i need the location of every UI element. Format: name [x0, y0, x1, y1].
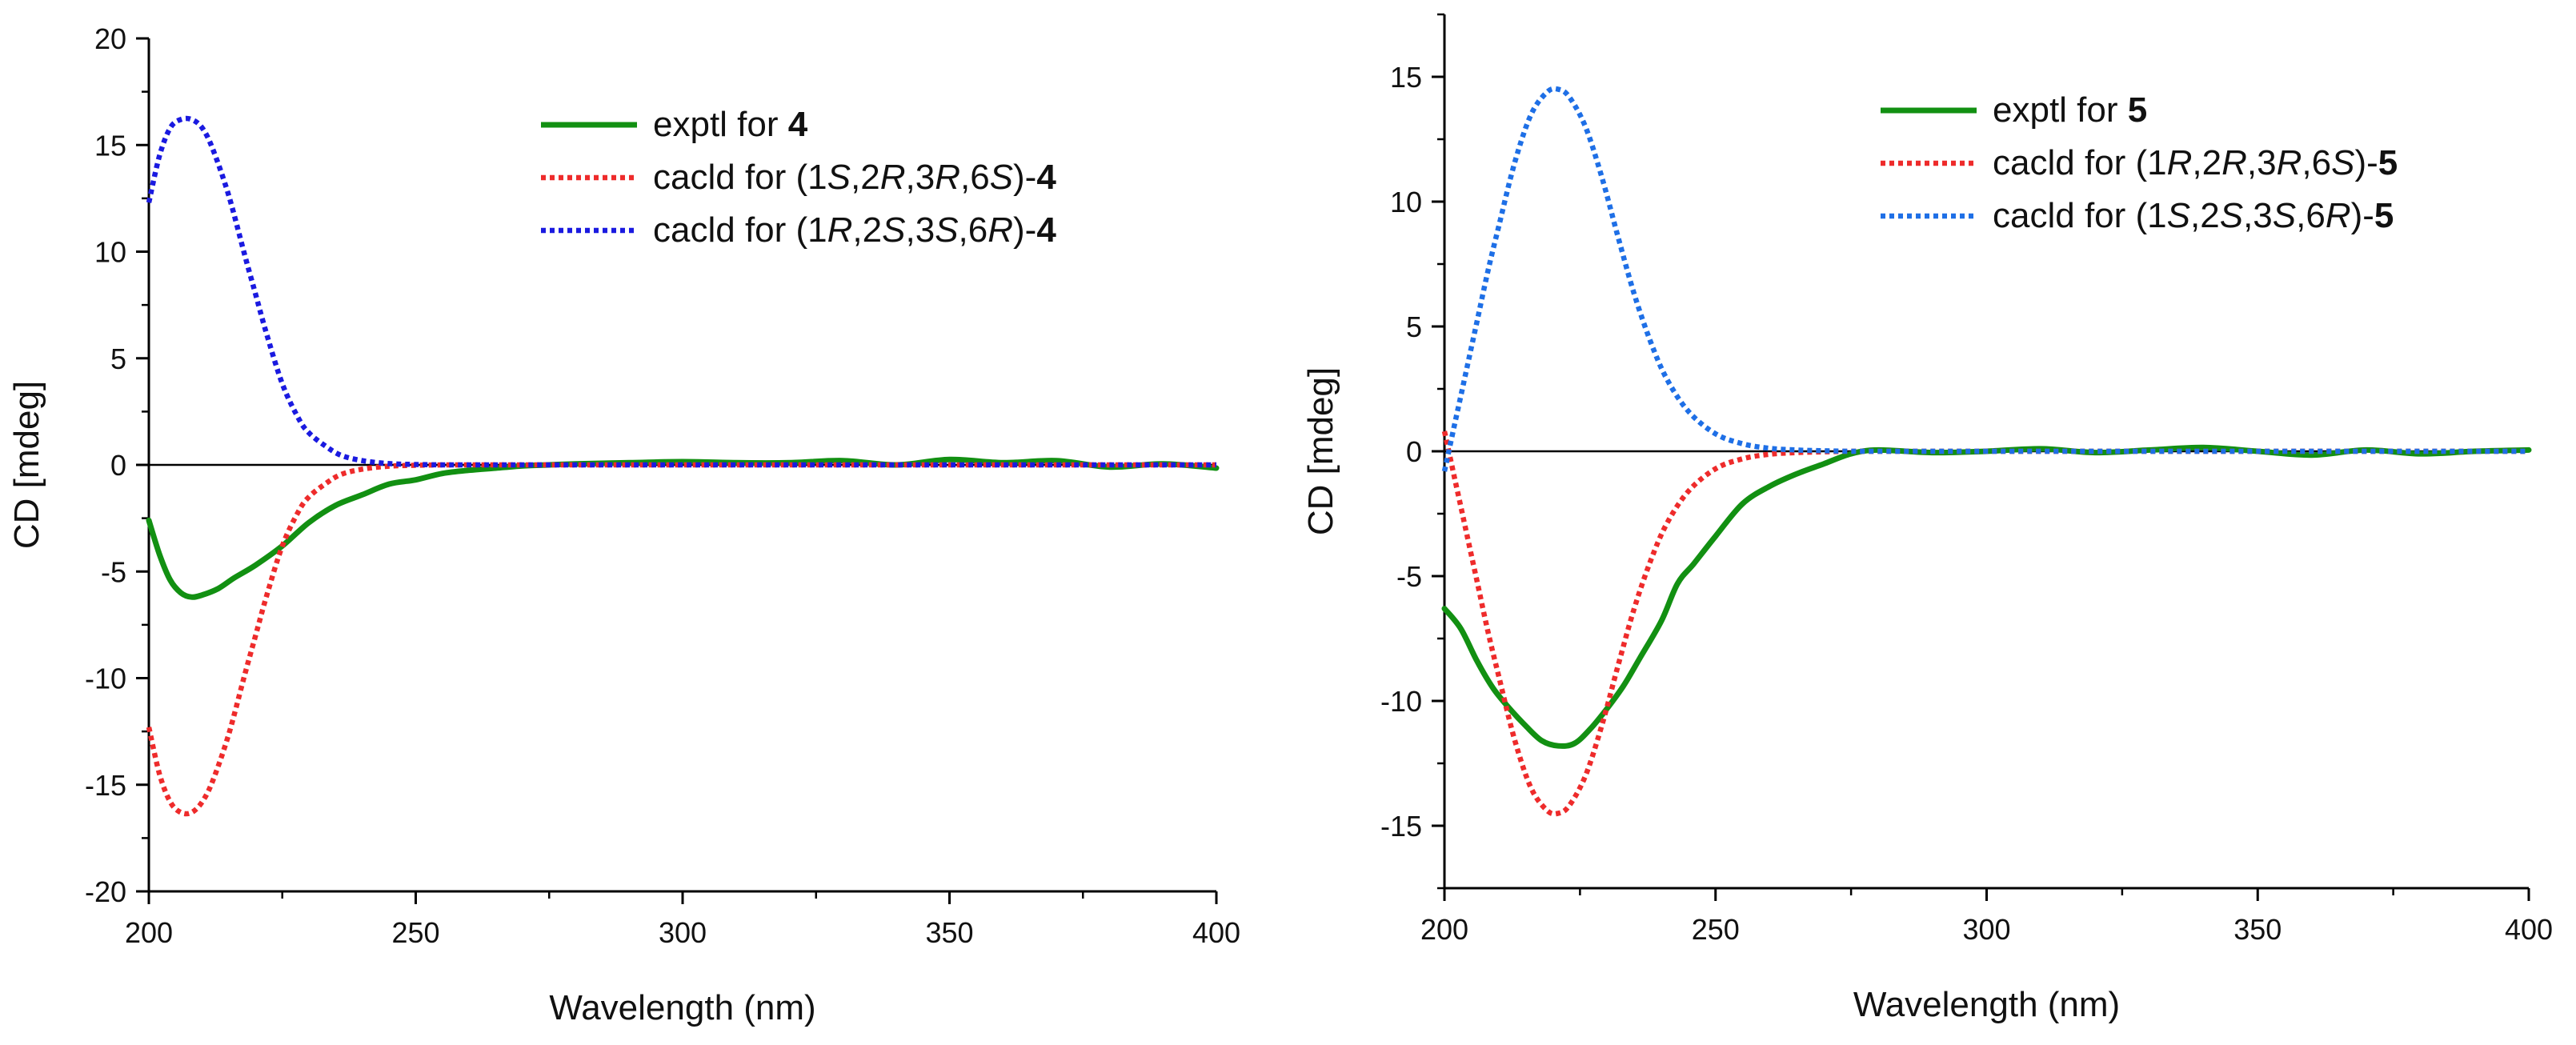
series-line-3	[146, 115, 1216, 468]
legend-label-part: S	[2167, 196, 2190, 235]
legend-label-part: ,6	[959, 210, 988, 250]
y-tick-label--10: -10	[85, 663, 126, 695]
legend-label-part: R	[988, 210, 1013, 250]
legend-label-part: 4	[1036, 210, 1056, 250]
legend-label-part: ,2	[2190, 196, 2220, 235]
y-tick-label-15: 15	[1390, 61, 1422, 94]
y-tick-label-5: 5	[110, 342, 126, 375]
legend-label-part: S	[882, 210, 905, 250]
legend-label-part: cacld for (1	[653, 158, 827, 197]
legend-label-part: )-	[2351, 196, 2374, 235]
legend-label-part: R	[880, 158, 906, 197]
y-tick-label--15: -15	[1380, 810, 1422, 843]
x-tick-label-200: 200	[125, 916, 173, 949]
y-axis-title: CD [mdeg]	[7, 381, 46, 549]
y-tick-label-10: 10	[1390, 186, 1422, 218]
legend-label-part: R	[935, 158, 960, 197]
chart-panel-1: 200 250 300 350 400 -20 -15 -10 -5 0 5 10 15 20 Wavele…	[7, 22, 1240, 1027]
legend-label-part: ,3	[2243, 196, 2273, 235]
legend-label-part: S	[990, 158, 1013, 197]
legend-label-part: S	[935, 210, 958, 250]
y-axis-title: CD [mdeg]	[1301, 367, 1340, 535]
legend-label-part: )-	[2354, 143, 2378, 182]
legend-label-part: R	[2326, 196, 2351, 235]
y-tick-label--15: -15	[85, 769, 126, 802]
legend-label-part: cacld for (1	[1993, 143, 2167, 182]
legend-label-1: exptl for 4	[653, 105, 808, 144]
legend-label-part: ,6	[2296, 196, 2326, 235]
legend-label-part: ,3	[905, 210, 935, 250]
legend-label-1: exptl for 5	[1993, 90, 2147, 130]
legend-label-part: 5	[2378, 143, 2398, 182]
x-tick-label-350: 350	[925, 916, 973, 949]
y-tick-label-5: 5	[1406, 310, 1422, 343]
y-tick-label-0: 0	[110, 449, 126, 482]
x-tick-label-400: 400	[2505, 913, 2553, 946]
legend-label-part: ,3	[2247, 143, 2277, 182]
y-tick-label-10: 10	[94, 236, 126, 269]
legend-label-2: cacld for (1R,2R,3R,6S)-5	[1993, 143, 2398, 182]
legend-label-part: ,2	[852, 210, 882, 250]
y-tick-label--5: -5	[101, 555, 126, 588]
legend-label-2: cacld for (1S,2R,3R,6S)-4	[653, 158, 1056, 197]
legend-label-part: ,2	[2192, 143, 2221, 182]
legend-label-part: ,3	[905, 158, 935, 197]
legend-label-3: cacld for (1R,2S,3S,6R)-4	[653, 210, 1056, 250]
y-tick-label-20: 20	[94, 22, 126, 55]
legend-label-part: exptl for	[653, 105, 788, 144]
x-tick-label-350: 350	[2233, 913, 2282, 946]
legend-label-part: R	[2221, 143, 2247, 182]
legend-label-part: S	[2220, 196, 2243, 235]
legend-label-part: 4	[788, 105, 808, 144]
y-tick-label--20: -20	[85, 875, 126, 908]
x-axis-title: Wavelength (nm)	[549, 988, 815, 1027]
y-tick-label--10: -10	[1380, 685, 1422, 718]
legend-label-part: ,6	[960, 158, 990, 197]
x-tick-label-250: 250	[391, 916, 439, 949]
chart-panel-2: 200 250 300 350 400 -15 -10 -5 0 5 10 15 Wavelength …	[1301, 13, 2553, 1024]
legend-label-part: ,6	[2302, 143, 2331, 182]
legend-label-part: 5	[2128, 90, 2147, 130]
legend-label-part: 4	[1036, 158, 1056, 197]
series-line-1	[146, 456, 1220, 600]
legend-label-part: S	[827, 158, 851, 197]
legend-label-part: S	[2331, 143, 2354, 182]
series-line-2	[1441, 430, 2529, 817]
legend-label-part: R	[2277, 143, 2302, 182]
legend-label-part: R	[2167, 143, 2193, 182]
x-axis-title: Wavelength (nm)	[1853, 985, 2120, 1024]
legend-label-part: S	[2273, 196, 2296, 235]
y-tick-label--5: -5	[1396, 560, 1422, 593]
legend-label-part: cacld for (1	[1993, 196, 2167, 235]
series-line-2	[146, 462, 1216, 817]
legend-label-part: )-	[1013, 210, 1036, 250]
legend-label-part: cacld for (1	[653, 210, 827, 250]
x-tick-label-300: 300	[659, 916, 707, 949]
legend-label-part: exptl for	[1993, 90, 2128, 130]
y-tick-label-0: 0	[1406, 435, 1422, 468]
series-line-1	[1441, 444, 2532, 749]
legend-label-part: )-	[1013, 158, 1036, 197]
legend-label-part: R	[827, 210, 853, 250]
x-tick-label-250: 250	[1692, 913, 1740, 946]
legend-label-3: cacld for (1S,2S,3S,6R)-5	[1993, 196, 2394, 235]
legend-label-part: 5	[2374, 196, 2394, 235]
y-tick-label-15: 15	[94, 129, 126, 162]
x-tick-label-300: 300	[1962, 913, 2010, 946]
legend-label-part: ,2	[851, 158, 880, 197]
x-tick-label-400: 400	[1192, 916, 1240, 949]
series-line-3	[1441, 86, 2529, 472]
x-tick-label-200: 200	[1420, 913, 1468, 946]
